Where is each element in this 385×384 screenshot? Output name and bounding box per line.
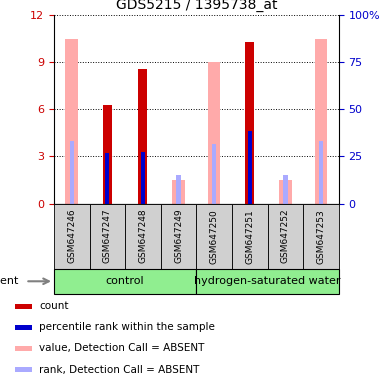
Text: rank, Detection Call = ABSENT: rank, Detection Call = ABSENT [39, 364, 199, 375]
FancyBboxPatch shape [232, 204, 268, 269]
FancyBboxPatch shape [161, 204, 196, 269]
Bar [283, 175, 288, 204]
Text: GSM647249: GSM647249 [174, 209, 183, 263]
Text: GSM647248: GSM647248 [139, 209, 147, 263]
Text: hydrogen-saturated water: hydrogen-saturated water [194, 276, 341, 286]
Bar [105, 153, 109, 204]
Bar [139, 69, 147, 204]
Bar [141, 152, 145, 204]
Title: GDS5215 / 1395738_at: GDS5215 / 1395738_at [116, 0, 277, 12]
Bar [15, 325, 32, 330]
FancyBboxPatch shape [196, 204, 232, 269]
Bar [15, 304, 32, 309]
Bar [172, 180, 185, 204]
Text: GSM647251: GSM647251 [245, 209, 254, 263]
FancyBboxPatch shape [196, 269, 339, 294]
FancyBboxPatch shape [54, 204, 90, 269]
Bar [315, 39, 327, 204]
Bar [208, 62, 220, 204]
FancyBboxPatch shape [54, 269, 196, 294]
Text: GSM647250: GSM647250 [210, 209, 219, 263]
Bar [279, 180, 291, 204]
FancyBboxPatch shape [268, 204, 303, 269]
Bar [15, 346, 32, 351]
Text: GSM647252: GSM647252 [281, 209, 290, 263]
Text: GSM647253: GSM647253 [316, 209, 325, 263]
Text: agent: agent [0, 276, 18, 286]
Text: GSM647246: GSM647246 [67, 209, 76, 263]
Bar [176, 175, 181, 204]
Bar [103, 105, 112, 204]
Bar [248, 131, 252, 204]
Text: percentile rank within the sample: percentile rank within the sample [39, 322, 215, 333]
FancyBboxPatch shape [125, 204, 161, 269]
Bar [212, 144, 216, 204]
Text: GSM647247: GSM647247 [103, 209, 112, 263]
FancyBboxPatch shape [90, 204, 125, 269]
Bar [245, 42, 254, 204]
Text: value, Detection Call = ABSENT: value, Detection Call = ABSENT [39, 343, 204, 354]
Bar [70, 141, 74, 204]
Bar [15, 367, 32, 372]
Bar [65, 39, 78, 204]
FancyBboxPatch shape [303, 204, 339, 269]
Text: control: control [106, 276, 144, 286]
Text: count: count [39, 301, 69, 311]
Bar [319, 141, 323, 204]
